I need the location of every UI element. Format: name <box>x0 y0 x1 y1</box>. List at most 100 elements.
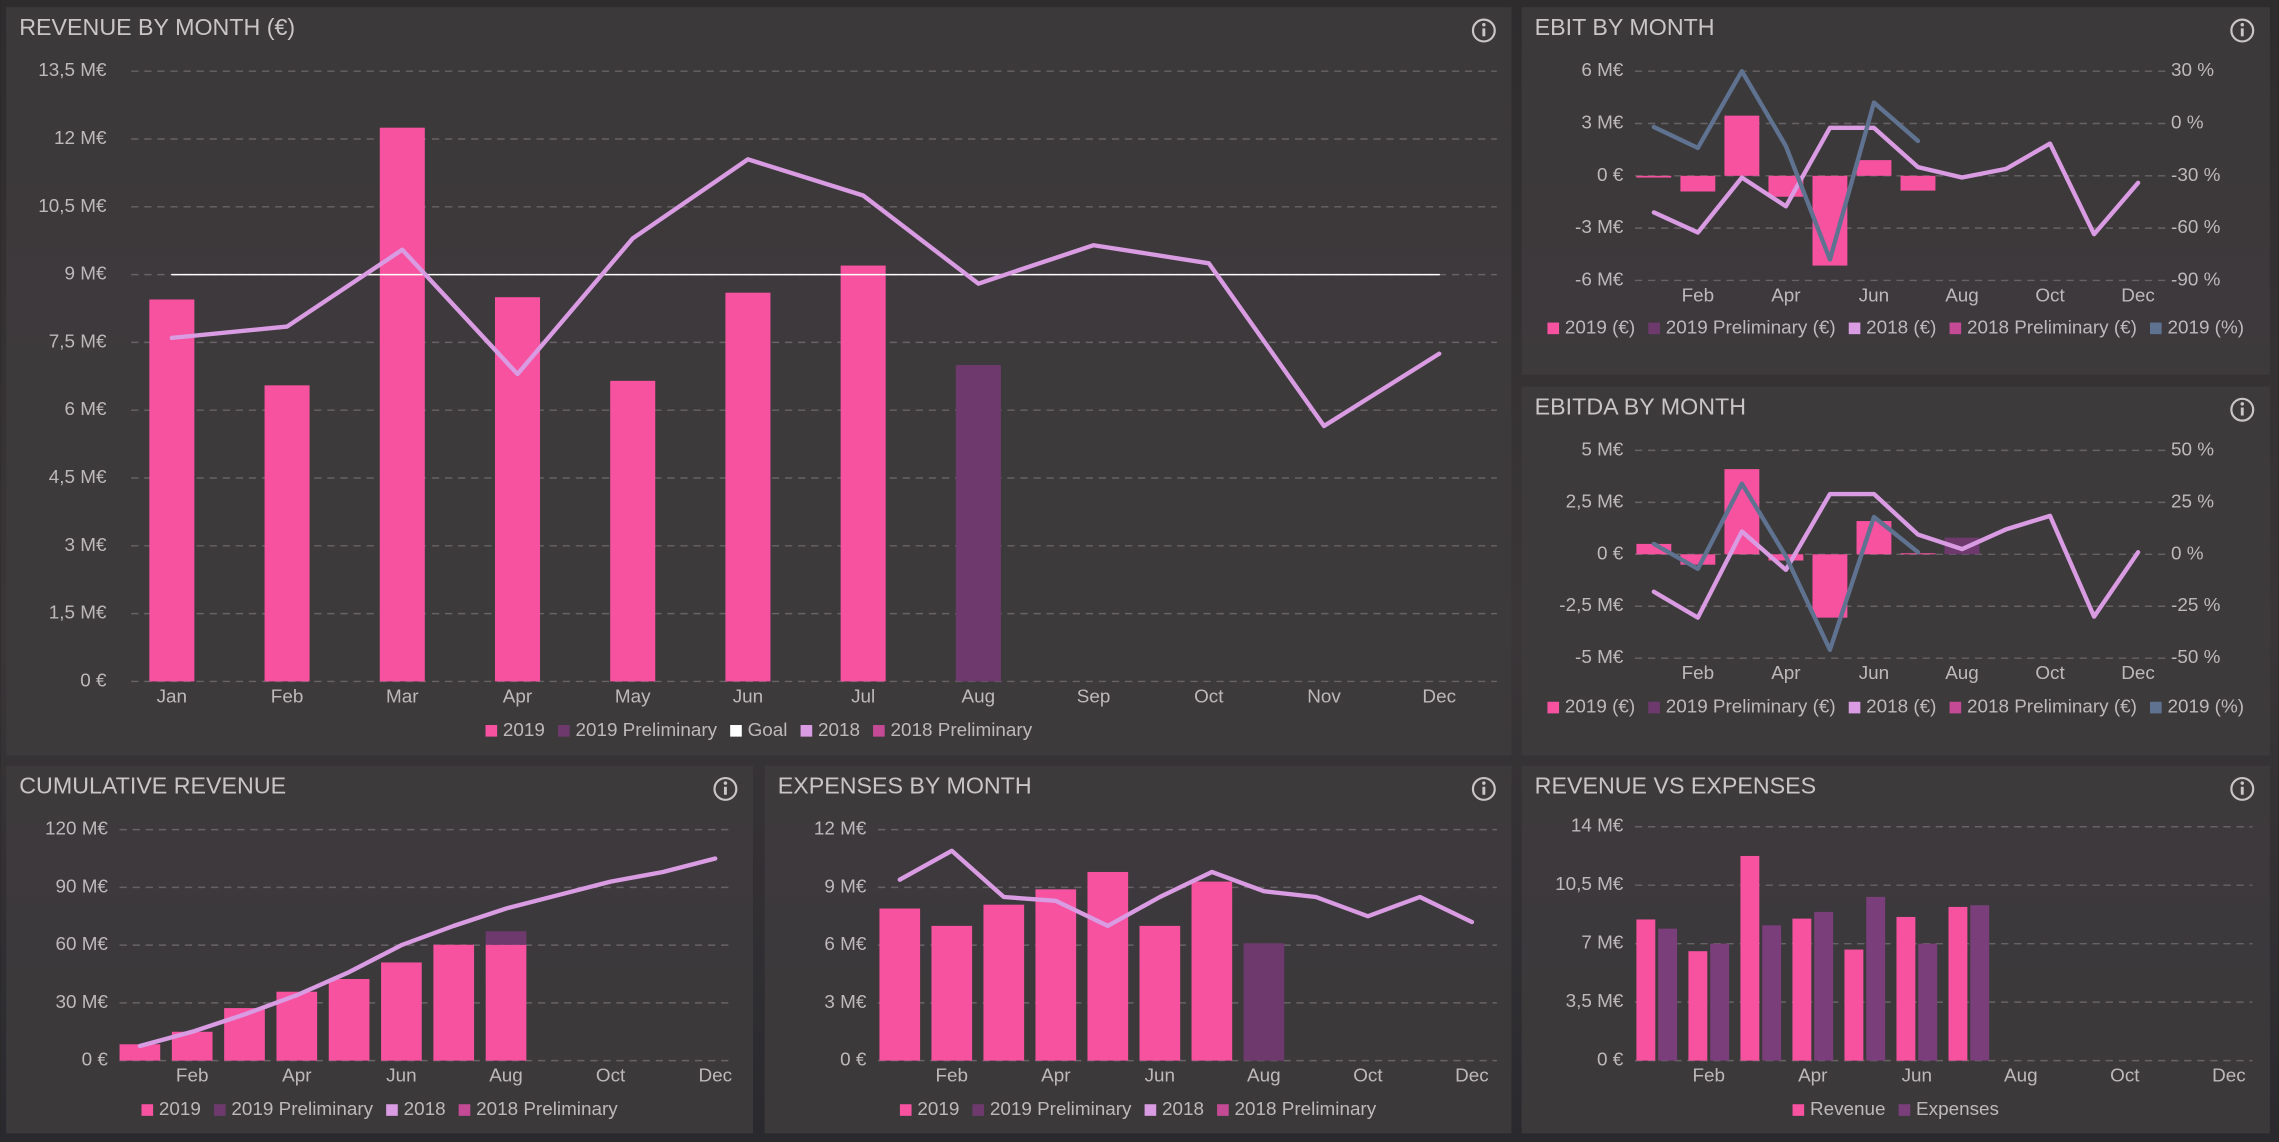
legend-swatch[interactable] <box>214 1104 226 1116</box>
x-tick-label: Dec <box>698 1066 732 1087</box>
info-icon[interactable] <box>1471 18 1496 43</box>
legend-label[interactable]: 2019 (€) <box>1565 317 1635 338</box>
legend-swatch[interactable] <box>800 725 813 737</box>
legend-swatch[interactable] <box>1792 1104 1805 1116</box>
legend-swatch[interactable] <box>1547 322 1560 335</box>
y2-tick-label: -90 % <box>2171 269 2221 290</box>
bar <box>1680 175 1716 192</box>
legend-label[interactable]: 2019 Preliminary <box>575 720 717 741</box>
bar <box>1814 911 1834 1061</box>
bar <box>1724 115 1760 176</box>
bar <box>1812 554 1848 618</box>
bar <box>1762 925 1782 1061</box>
line-series <box>897 848 1475 929</box>
bar <box>119 1044 161 1061</box>
legend-label[interactable]: 2018 <box>818 720 860 741</box>
legend-swatch[interactable] <box>1848 701 1861 714</box>
info-icon[interactable] <box>2230 18 2255 43</box>
legend-swatch[interactable] <box>1949 701 1962 714</box>
y2-tick-label: 50 % <box>2171 439 2214 460</box>
legend-label[interactable]: 2018 Preliminary <box>1235 1099 1377 1120</box>
legend-label[interactable]: 2019 <box>917 1099 959 1120</box>
legend-label[interactable]: 2019 Preliminary <box>990 1099 1132 1120</box>
legend-swatch[interactable] <box>1547 701 1560 714</box>
legend-label[interactable]: 2019 Preliminary (€) <box>1666 697 1836 718</box>
legend-label[interactable]: 2018 <box>404 1099 446 1120</box>
legend-swatch[interactable] <box>1217 1104 1229 1116</box>
legend-swatch[interactable] <box>1648 322 1660 335</box>
bar <box>1243 943 1285 1061</box>
info-icon[interactable] <box>2230 397 2255 422</box>
legend-swatch[interactable] <box>1648 701 1660 714</box>
x-tick-label: Feb <box>176 1066 209 1087</box>
legend-swatch[interactable] <box>141 1104 154 1116</box>
bar <box>1740 855 1760 1061</box>
bar <box>485 944 527 1061</box>
legend-swatch[interactable] <box>485 725 498 737</box>
bar <box>1658 928 1678 1061</box>
legend-label[interactable]: Revenue <box>1810 1099 1886 1120</box>
info-icon[interactable] <box>713 776 738 801</box>
legend-swatch[interactable] <box>558 725 570 737</box>
x-tick-label: Sep <box>1077 686 1111 707</box>
legend-label[interactable]: Expenses <box>1916 1099 1999 1120</box>
y-tick-label: 0 € <box>1597 165 1624 186</box>
y-tick-label: 10,5 M€ <box>1555 874 1624 895</box>
legend-label[interactable]: 2019 Preliminary (€) <box>1666 317 1836 338</box>
legend-label[interactable]: 2018 Preliminary <box>891 720 1033 741</box>
bar <box>1844 949 1864 1061</box>
legend-swatch[interactable] <box>1848 322 1861 335</box>
x-tick-label: Dec <box>1455 1066 1489 1087</box>
y-tick-label: 3,5 M€ <box>1566 991 1624 1012</box>
chart-title: CUMULATIVE REVENUE <box>19 773 286 799</box>
y-tick-label: 0 € <box>80 670 107 691</box>
y-tick-label: 30 M€ <box>55 992 108 1013</box>
legend-label[interactable]: 2019 (%) <box>2167 317 2244 338</box>
legend-swatch[interactable] <box>972 1104 985 1116</box>
legend-label[interactable]: 2018 Preliminary (€) <box>1967 697 2137 718</box>
legend-label[interactable]: 2019 <box>503 720 545 741</box>
x-tick-label: Feb <box>1692 1066 1725 1087</box>
x-tick-label: Jun <box>1902 1066 1932 1087</box>
legend-swatch[interactable] <box>458 1104 471 1116</box>
panel <box>1521 7 2270 375</box>
legend-swatch[interactable] <box>2150 322 2162 335</box>
info-icon[interactable] <box>1471 776 1496 801</box>
chart-title: EBIT BY MONTH <box>1535 14 1715 40</box>
bar <box>433 944 475 1061</box>
legend-label[interactable]: 2018 <box>1162 1099 1204 1120</box>
y-tick-label: 9 M€ <box>65 264 107 285</box>
y-tick-label: 1,5 M€ <box>49 603 107 624</box>
legend-swatch[interactable] <box>730 725 742 737</box>
legend-swatch[interactable] <box>386 1104 398 1116</box>
info-icon[interactable] <box>2230 776 2255 801</box>
legend-label[interactable]: 2019 (€) <box>1565 697 1635 718</box>
x-tick-label: Jun <box>733 686 763 707</box>
legend-label[interactable]: Goal <box>748 720 788 741</box>
line-series <box>169 157 1442 429</box>
legend-swatch[interactable] <box>1949 322 1962 335</box>
legend-label[interactable]: 2018 Preliminary (€) <box>1967 317 2137 338</box>
bar <box>1636 919 1656 1061</box>
legend-swatch[interactable] <box>1898 1104 1911 1116</box>
legend-label[interactable]: 2018 (€) <box>1866 697 1936 718</box>
info-icon-stem <box>1482 786 1486 795</box>
legend-swatch[interactable] <box>873 725 885 737</box>
bar <box>485 931 527 945</box>
x-tick-label: Apr <box>1771 285 1800 306</box>
legend-label[interactable]: 2019 <box>159 1099 201 1120</box>
info-icon-dot <box>2240 402 2245 406</box>
legend-label[interactable]: 2019 Preliminary <box>231 1099 373 1120</box>
legend-swatch[interactable] <box>1144 1104 1157 1116</box>
x-tick-label: Feb <box>1682 663 1715 684</box>
legend-swatch[interactable] <box>899 1104 912 1116</box>
x-tick-label: Oct <box>1194 686 1224 707</box>
bar <box>328 979 370 1061</box>
chart-title: REVENUE VS EXPENSES <box>1535 773 1817 799</box>
bar <box>1680 554 1716 565</box>
legend-label[interactable]: 2019 (%) <box>2167 697 2244 718</box>
legend-label[interactable]: 2018 Preliminary <box>476 1099 618 1120</box>
x-tick-label: Feb <box>271 686 304 707</box>
legend-swatch[interactable] <box>2150 701 2162 714</box>
legend-label[interactable]: 2018 (€) <box>1866 317 1936 338</box>
